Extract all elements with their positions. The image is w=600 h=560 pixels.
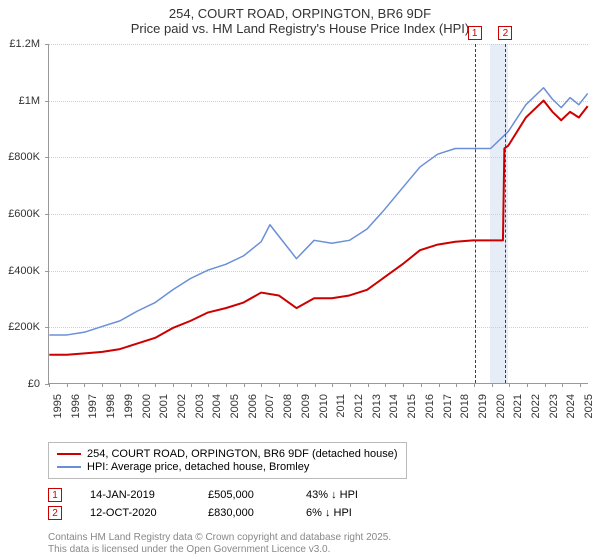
legend-label-price-paid: 254, COURT ROAD, ORPINGTON, BR6 9DF (det… [87, 448, 398, 460]
x-tick-label: 2020 [495, 394, 507, 418]
y-tick-label: £600K [8, 208, 40, 220]
y-tick-label: £400K [8, 265, 40, 277]
chart-lines [49, 44, 588, 383]
y-tick-label: £200K [8, 321, 40, 333]
transaction-date-2: 12-OCT-2020 [90, 507, 180, 519]
chart-container: 254, COURT ROAD, ORPINGTON, BR6 9DF Pric… [0, 0, 600, 560]
x-tick-label: 2012 [353, 394, 365, 418]
x-tick-label: 2011 [335, 394, 347, 418]
x-tick-label: 2007 [264, 394, 276, 418]
x-tick-label: 2009 [300, 394, 312, 418]
x-tick-label: 2005 [229, 394, 241, 418]
y-tick-label: £800K [8, 151, 40, 163]
x-tick-label: 1997 [87, 394, 99, 418]
x-tick-label: 2025 [583, 394, 595, 418]
x-tick-label: 2008 [282, 394, 294, 418]
attribution-line1: Contains HM Land Registry data © Crown c… [48, 532, 391, 544]
transaction-row-1: 1 14-JAN-2019 £505,000 43% ↓ HPI [48, 488, 358, 502]
legend-swatch-hpi [57, 466, 81, 468]
legend-row-price-paid: 254, COURT ROAD, ORPINGTON, BR6 9DF (det… [57, 448, 398, 460]
x-tick-label: 2003 [194, 394, 206, 418]
x-tick-label: 2019 [477, 394, 489, 418]
x-tick-label: 2013 [371, 394, 383, 418]
transaction-delta-1: 43% ↓ HPI [306, 489, 358, 501]
x-tick-label: 2016 [424, 394, 436, 418]
title-address: 254, COURT ROAD, ORPINGTON, BR6 9DF [0, 6, 600, 21]
chart-plot-area: 12 [48, 44, 588, 384]
transaction-date-1: 14-JAN-2019 [90, 489, 180, 501]
x-tick-label: 2023 [548, 394, 560, 418]
x-tick-label: 2021 [512, 394, 524, 418]
legend: 254, COURT ROAD, ORPINGTON, BR6 9DF (det… [48, 442, 407, 479]
x-tick-label: 2006 [247, 394, 259, 418]
x-axis-labels: 1995 1996 1997 1998 1999 2000 2001 2002 2003 2004… [48, 388, 588, 440]
transaction-price-2: £830,000 [208, 507, 278, 519]
y-tick-label: £1.2M [9, 38, 40, 50]
transaction-rows: 1 14-JAN-2019 £505,000 43% ↓ HPI 2 12-OC… [48, 488, 358, 524]
transaction-row-2: 2 12-OCT-2020 £830,000 6% ↓ HPI [48, 506, 358, 520]
x-tick-label: 2018 [459, 394, 471, 418]
x-tick-label: 2000 [141, 394, 153, 418]
transaction-marker-2: 2 [48, 506, 62, 520]
transaction-price-1: £505,000 [208, 489, 278, 501]
x-tick-label: 2010 [318, 394, 330, 418]
series-price_paid [49, 101, 587, 355]
chart-marker-2: 2 [498, 26, 512, 40]
attribution-line2: This data is licensed under the Open Gov… [48, 544, 391, 556]
legend-swatch-price-paid [57, 453, 81, 455]
chart-marker-1: 1 [468, 26, 482, 40]
x-tick-label: 2024 [565, 394, 577, 418]
x-tick-label: 2004 [211, 394, 223, 418]
x-tick-label: 1996 [70, 394, 82, 418]
x-tick-label: 2001 [158, 394, 170, 418]
x-tick-label: 1999 [123, 394, 135, 418]
legend-row-hpi: HPI: Average price, detached house, Brom… [57, 461, 398, 473]
x-tick-label: 1998 [105, 394, 117, 418]
y-axis-labels: £0£200K£400K£600K£800K£1M£1.2M [0, 44, 44, 384]
x-tick-label: 2015 [406, 394, 418, 418]
transaction-marker-1: 1 [48, 488, 62, 502]
x-tick-label: 2017 [442, 394, 454, 418]
attribution: Contains HM Land Registry data © Crown c… [48, 532, 391, 556]
transaction-delta-2: 6% ↓ HPI [306, 507, 352, 519]
x-tick-label: 2022 [530, 394, 542, 418]
x-tick-label: 2014 [388, 394, 400, 418]
x-tick-label: 2002 [176, 394, 188, 418]
y-tick-label: £1M [19, 95, 40, 107]
x-tick-label: 1995 [52, 394, 64, 418]
legend-label-hpi: HPI: Average price, detached house, Brom… [87, 461, 309, 473]
y-tick-label: £0 [28, 378, 40, 390]
